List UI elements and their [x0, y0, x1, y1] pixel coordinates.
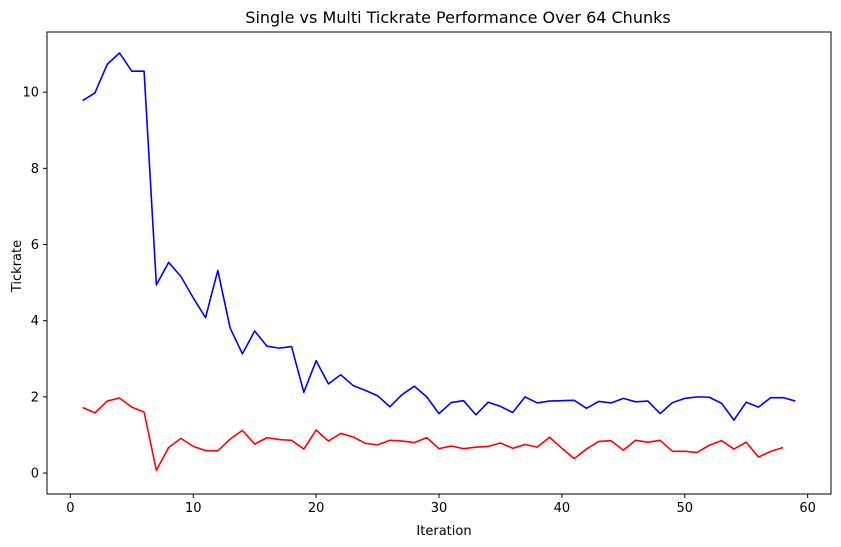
- x-tick-label: 10: [185, 501, 202, 516]
- x-tick-label: 40: [554, 501, 571, 516]
- chart-title: Single vs Multi Tickrate Performance Ove…: [245, 8, 670, 27]
- y-tick-label: 2: [31, 390, 39, 405]
- y-tick-label: 4: [31, 314, 39, 329]
- x-tick-label: 30: [431, 501, 448, 516]
- y-tick-label: 6: [31, 238, 39, 253]
- x-axis-label: Iteration: [416, 524, 471, 539]
- y-axis-label: Tickrate: [10, 240, 25, 293]
- plot-area: [46, 31, 832, 495]
- y-tick-label: 8: [31, 162, 39, 177]
- x-tick-label: 60: [799, 501, 816, 516]
- series-line-2: [82, 397, 784, 472]
- x-tick-label: 0: [66, 501, 74, 516]
- x-axis-ticks: 0 10 20 30 40 50 60: [66, 494, 816, 516]
- series-layer: [82, 52, 796, 472]
- x-tick-label: 50: [676, 501, 693, 516]
- y-tick-label: 0: [31, 467, 39, 482]
- y-axis-ticks: 0 2 4 6 8 10: [22, 86, 47, 482]
- x-tick-label: 20: [308, 501, 325, 516]
- series-line-1: [82, 52, 796, 421]
- plot-frame: [46, 31, 832, 495]
- y-tick-label: 10: [22, 86, 39, 101]
